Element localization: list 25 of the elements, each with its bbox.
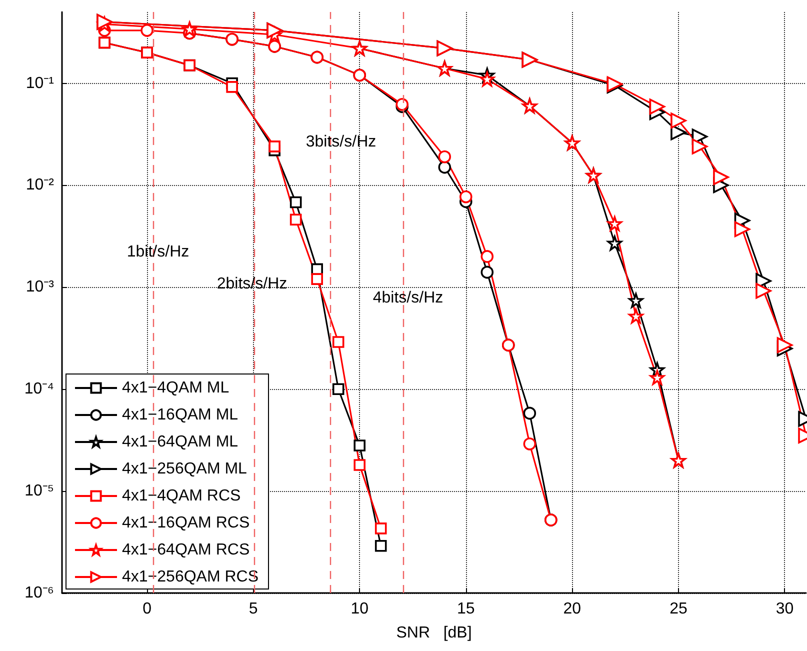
legend-label: 4x1−16QAM RCS	[122, 514, 250, 532]
annotation: 4bits/s/Hz	[372, 290, 444, 306]
annotation: 3bits/s/Hz	[306, 134, 376, 150]
legend-label: 4x1−4QAM RCS	[122, 488, 241, 504]
x-tick-label: 20	[563, 600, 582, 618]
x-tick-label: 5	[248, 600, 258, 618]
x-tick-label: 0	[142, 600, 152, 618]
x-axis-title: SNR [dB]	[396, 624, 472, 642]
y-tick-label: 10⁻⁴	[24, 380, 54, 398]
annotation: 2bits/s/Hz	[216, 276, 288, 292]
x-tick-label: 30	[776, 600, 794, 618]
y-tick-label: 10⁻¹	[26, 74, 54, 92]
legend-label: 4x1−4QAM ML	[122, 380, 230, 396]
y-tick-label: 10⁻³	[26, 278, 55, 296]
x-tick-label: 25	[670, 600, 688, 618]
y-tick-label: 10⁻²	[26, 176, 55, 194]
legend-label: 4x1−64QAM ML	[122, 434, 238, 450]
x-tick-label: 10	[350, 600, 369, 618]
legend-label: 4x1−256QAM ML	[122, 460, 248, 478]
legend-label: 4x1−256QAM RCS	[122, 568, 259, 586]
y-tick-label: 10⁻⁶	[24, 584, 54, 602]
legend-label: 4x1−64QAM RCS	[122, 542, 250, 558]
legend-label: 4x1−16QAM ML	[122, 406, 238, 424]
y-tick-label: 10⁻⁵	[24, 482, 54, 500]
x-tick-label: 15	[456, 600, 475, 618]
